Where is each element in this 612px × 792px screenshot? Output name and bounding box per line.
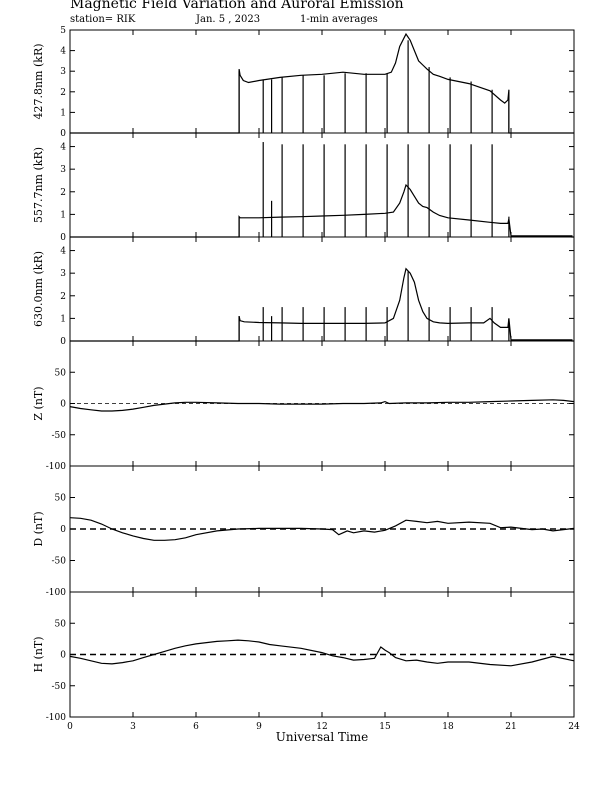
y-tick-label: -50	[52, 431, 67, 441]
x-tick-label: 12	[316, 722, 327, 732]
panel-aurora-5577: 0 1 2 3 4 557.7nm (kR)	[32, 132, 575, 243]
y-tick-label: 0	[60, 525, 66, 535]
y-tick-label: 50	[55, 494, 67, 504]
panel-aurora-6300: 0 1 2 3 4 630.0nm (kR)	[32, 236, 575, 347]
panel-aurora-4278: 0 1 2 3 4 5 427.8nm (kR)	[32, 26, 575, 139]
series-line	[69, 517, 575, 541]
y-tick-label: 3	[60, 165, 66, 175]
panel-mag-d: -100 -50 0 50 D (nT)	[32, 465, 575, 598]
series-line	[70, 32, 574, 134]
station-label: station= RIK	[70, 14, 136, 25]
y-axis-label: 427.8nm (kR)	[32, 43, 45, 119]
y-tick-label: 50	[55, 619, 67, 629]
y-tick-label: 1	[60, 210, 66, 220]
y-axis-label: D (nT)	[32, 511, 45, 546]
series-line	[70, 267, 574, 342]
y-tick-label: -100	[46, 713, 66, 723]
y-tick-label: 0	[60, 233, 66, 243]
y-axis-label: H (nT)	[32, 636, 45, 672]
y-axis-label: Z (nT)	[32, 386, 45, 420]
date-label: Jan. 5 , 2023	[196, 14, 261, 25]
y-tick-label: 3	[60, 67, 66, 77]
panel-frame	[69, 132, 575, 238]
series-line	[69, 639, 575, 667]
x-tick-label: 15	[379, 722, 391, 732]
y-tick-label: -100	[46, 462, 66, 472]
y-tick-label: -100	[46, 588, 66, 598]
y-tick-label: 0	[60, 129, 66, 139]
y-tick-label: -50	[52, 557, 67, 567]
x-tick-label: 0	[67, 722, 73, 732]
averaging-label: 1-min averages	[300, 14, 378, 25]
series-line	[69, 399, 575, 412]
y-tick-label: 50	[55, 368, 67, 378]
x-axis-label: Universal Time	[276, 730, 369, 744]
chart-title: Magnetic Field Variation and Auroral Emi…	[70, 0, 404, 12]
y-axis-label: 630.0nm (kR)	[32, 251, 45, 327]
y-tick-label: 1	[60, 314, 66, 324]
y-tick-label: 0	[60, 337, 66, 347]
y-tick-label: 3	[60, 269, 66, 279]
y-tick-label: 1	[60, 108, 66, 118]
x-tick-label: 9	[256, 722, 262, 732]
panel-mag-z: -100 -50 0 50 Z (nT)	[32, 340, 575, 472]
y-tick-label: 2	[60, 292, 66, 302]
x-tick-label: 3	[130, 722, 136, 732]
x-tick-label: 24	[568, 722, 580, 732]
x-tick-label: 21	[505, 722, 516, 732]
y-tick-label: 0	[60, 651, 66, 661]
x-tick-label: 6	[193, 722, 199, 732]
y-tick-label: 2	[60, 188, 66, 198]
y-tick-label: 4	[60, 47, 66, 57]
y-tick-label: 0	[60, 400, 66, 410]
y-tick-label: 2	[60, 88, 66, 98]
y-tick-label: 5	[60, 26, 66, 36]
y-tick-label: 4	[60, 247, 66, 257]
panel-mag-h: -100 -50 0 50 H (nT)	[32, 591, 575, 723]
y-tick-label: -50	[52, 682, 67, 692]
x-tick-label: 18	[442, 722, 454, 732]
y-axis-label: 557.7nm (kR)	[32, 147, 45, 223]
panel-frame	[69, 29, 575, 134]
y-tick-label: 4	[60, 143, 66, 153]
series-line	[70, 183, 574, 238]
